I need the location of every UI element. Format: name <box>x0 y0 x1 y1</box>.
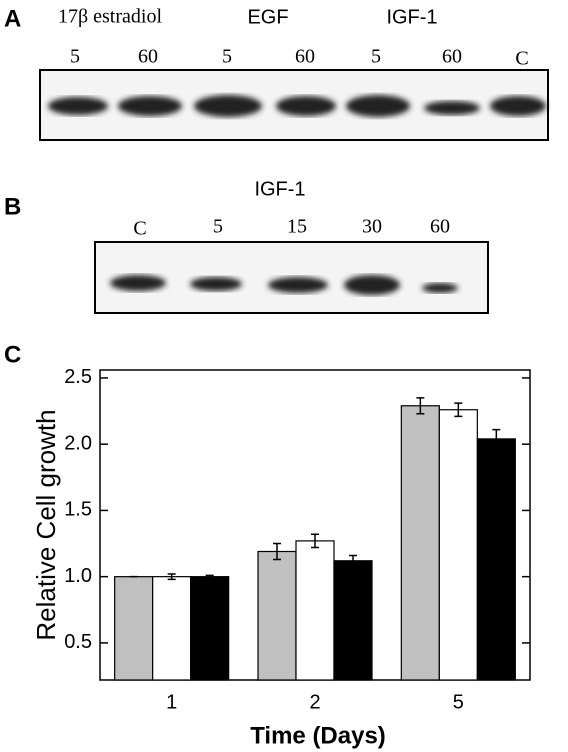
blot <box>39 69 549 141</box>
y-tick-label: 1.5 <box>64 499 92 521</box>
error-bar <box>416 397 425 415</box>
lane-label: 60 <box>442 46 462 68</box>
error-bar <box>273 542 281 561</box>
bar <box>333 560 373 681</box>
lane-label: C <box>133 218 146 240</box>
group-label: IGF-1 <box>254 178 305 200</box>
error-bar <box>205 574 214 579</box>
lane-label: 60 <box>295 46 315 68</box>
bar <box>114 576 154 681</box>
bar <box>190 576 230 681</box>
lane-label: 5 <box>213 216 223 238</box>
panel-label: B <box>4 193 21 220</box>
x-tick-label: 5 <box>453 691 464 713</box>
lane-label: 15 <box>287 216 307 238</box>
error-bar <box>311 533 319 549</box>
y-tick-label: 0.5 <box>64 631 92 653</box>
panel-label: A <box>4 5 21 32</box>
panel-label: C <box>4 341 21 368</box>
error-bar <box>167 573 176 581</box>
bar <box>295 540 335 681</box>
lane-label: C <box>515 48 528 70</box>
lane-label: 5 <box>70 46 80 68</box>
group-label: IGF-1 <box>386 6 437 28</box>
lane-label: 60 <box>138 46 158 68</box>
x-tick-label: 1 <box>166 691 177 713</box>
y-tick-label: 1.0 <box>64 565 92 587</box>
blot <box>94 241 489 314</box>
error-bar <box>349 554 357 567</box>
bar <box>257 550 297 681</box>
bar <box>400 405 440 681</box>
lane-label: 60 <box>430 216 450 238</box>
group-label: 17β estradiol <box>58 6 162 28</box>
error-bar <box>492 428 501 449</box>
y-tick-label: 2.5 <box>64 366 92 388</box>
error-bar <box>454 402 463 418</box>
bar <box>438 409 478 681</box>
lane-label: 30 <box>362 216 382 238</box>
group-label: EGF <box>247 6 288 28</box>
bar <box>476 438 516 681</box>
y-axis-title: Relative Cell growth <box>31 409 61 640</box>
bar <box>152 576 192 681</box>
x-axis-title: Time (Days) <box>250 722 386 749</box>
x-tick-label: 2 <box>309 691 320 713</box>
lane-label: 5 <box>371 46 381 68</box>
y-tick-label: 2.0 <box>64 432 92 454</box>
lane-label: 5 <box>222 46 232 68</box>
